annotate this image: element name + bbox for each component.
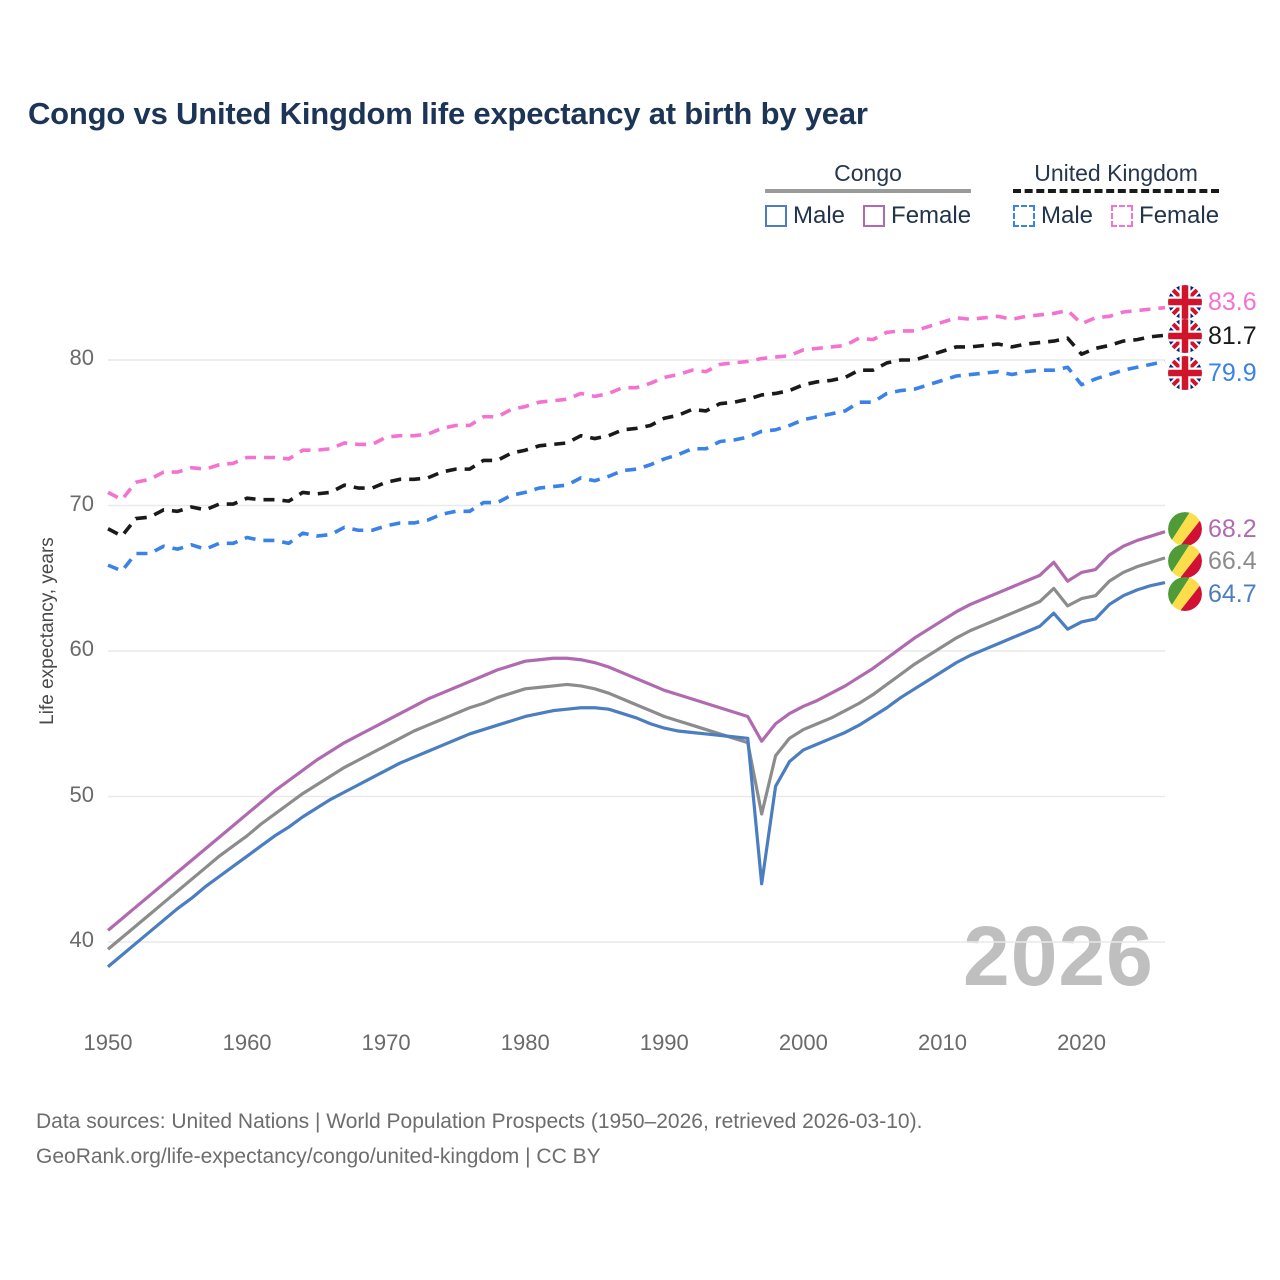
series-line [106,581,1166,968]
legend-swatch-uk-male [1013,205,1035,227]
congo-flag-icon [1168,577,1202,611]
y-axis-tick-label: 50 [69,781,94,807]
end-label-value: 83.6 [1208,287,1257,316]
y-axis-title: Life expectancy, years [37,537,58,725]
legend-label-uk-male: Male [1041,202,1094,229]
legend-swatch-uk-female [1111,205,1134,227]
chart-legend: Congo Male Female United Kingdom Male [755,160,1255,240]
y-axis-tick-label: 60 [69,636,94,661]
legend-label-congo-female: Female [891,202,972,229]
legend-rule-congo [765,189,972,193]
x-axis-tick-label: 1980 [500,1030,550,1055]
uk-flag-icon [1168,285,1202,319]
uk-flag-icon [1168,319,1202,353]
end-label: 79.9 [1168,356,1257,390]
x-axis-tick-label: 1960 [222,1030,272,1055]
x-axis-tick-label: 1950 [83,1030,133,1055]
footer-credits: Data sources: United Nations | World Pop… [36,1104,922,1174]
legend-item-congo-male[interactable]: Male [765,202,845,230]
series-line [107,305,1166,502]
y-axis-tick-label: 80 [69,345,94,370]
gridlines [108,359,1165,943]
legend-item-uk-male[interactable]: Male [1013,202,1093,230]
end-label: 68.2 [1168,512,1257,546]
legend-heading-congo: Congo [834,160,902,186]
end-label-value: 79.9 [1208,358,1257,387]
footer-line-1: Data sources: United Nations | World Pop… [36,1110,923,1133]
series-line [107,359,1166,573]
x-axis-tick-label: 2000 [778,1030,828,1055]
end-label-value: 81.7 [1208,321,1257,350]
legend-item-uk-female[interactable]: Female [1111,202,1219,230]
uk-flag-icon [1168,356,1202,390]
end-label: 83.6 [1168,285,1257,319]
y-axis-tick-label: 40 [69,927,94,952]
congo-flag-icon [1168,577,1202,611]
legend-group-congo: Congo Male Female [765,160,972,230]
x-axis-tick-label: 2020 [1057,1030,1107,1055]
congo-flag-icon [1168,544,1202,578]
legend-group-united-kingdom: United Kingdom Male Female [1013,160,1220,230]
footer-line-2: GeoRank.org/life-expectancy/congo/united… [36,1145,601,1168]
legend-item-congo-female[interactable]: Female [863,202,971,230]
end-label-value: 68.2 [1208,514,1257,543]
legend-rule-united-kingdom [1013,189,1220,193]
series-line [106,530,1166,932]
uk-flag-icon [1168,356,1202,390]
end-label: 64.7 [1168,577,1257,611]
series-line [107,333,1166,538]
year-watermark: 2026 [963,909,1154,1003]
congo-flag-icon [1168,512,1202,546]
x-axis-tick-label: 1970 [361,1030,411,1055]
legend-label-congo-male: Male [793,202,846,229]
end-label-value: 66.4 [1208,546,1257,575]
end-label: 81.7 [1168,319,1257,353]
congo-flag-icon [1168,544,1202,578]
page-title: Congo vs United Kingdom life expectancy … [28,96,868,131]
end-label-value: 64.7 [1208,579,1257,608]
legend-swatch-congo-female [863,205,886,227]
uk-flag-icon [1168,285,1202,319]
legend-swatch-congo-male [765,205,787,227]
end-label: 66.4 [1168,544,1257,578]
legend-heading-united-kingdom: United Kingdom [1034,160,1198,186]
x-axis-tick-label: 2010 [917,1030,967,1055]
y-axis-tick-label: 70 [69,490,94,516]
congo-flag-icon [1168,512,1202,546]
legend-label-uk-female: Female [1139,202,1220,229]
uk-flag-icon [1168,319,1202,353]
series-layer [106,305,1166,968]
x-axis-tick-label: 1990 [639,1030,689,1055]
series-line [106,556,1166,951]
